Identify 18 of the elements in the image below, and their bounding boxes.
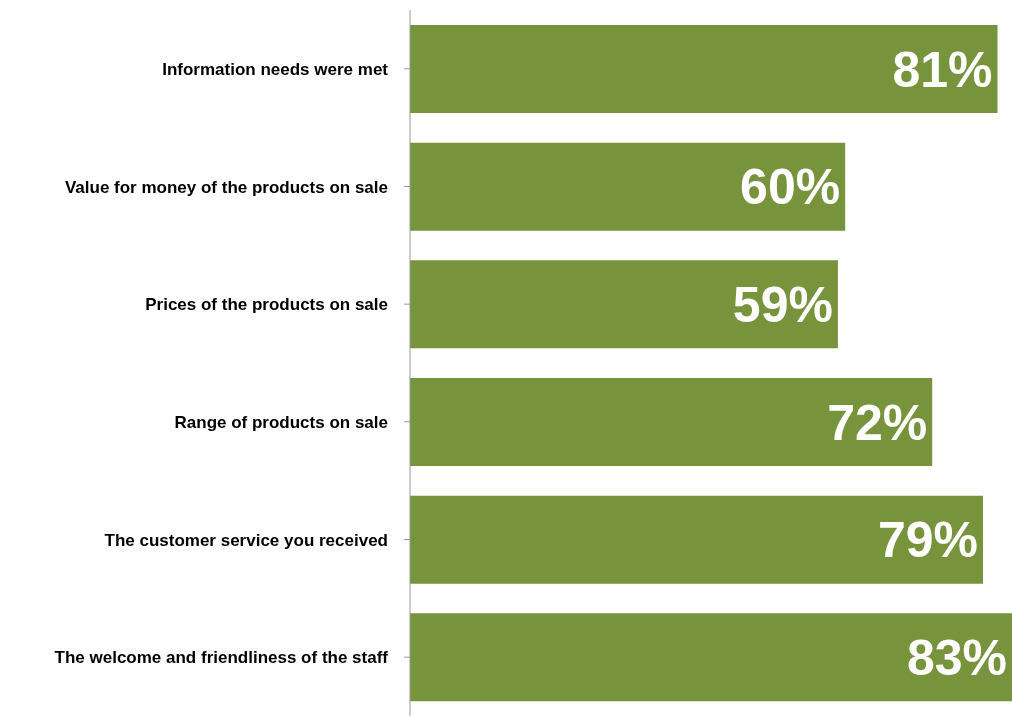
data-label: 83% [906, 630, 1007, 687]
bar [410, 613, 1012, 702]
data-label: 59% [732, 277, 833, 334]
data-label: 60% [740, 159, 841, 216]
y-tick-label: The welcome and friendliness of the staff [54, 648, 389, 668]
bar [410, 142, 846, 231]
bar [410, 260, 838, 349]
bar [410, 25, 998, 113]
data-label: 79% [877, 512, 978, 569]
y-tick-label: The customer service you received [104, 530, 388, 550]
y-tick-label: Information needs were met [162, 59, 389, 79]
y-tick-label: Range of products on sale [174, 412, 388, 432]
bar [410, 495, 983, 584]
data-label: 81% [892, 41, 993, 98]
y-tick-label: Value for money of the products on sale [64, 177, 388, 197]
y-tick-label: Prices of the products on sale [145, 295, 388, 315]
bar [410, 378, 933, 466]
data-label: 72% [827, 394, 928, 451]
